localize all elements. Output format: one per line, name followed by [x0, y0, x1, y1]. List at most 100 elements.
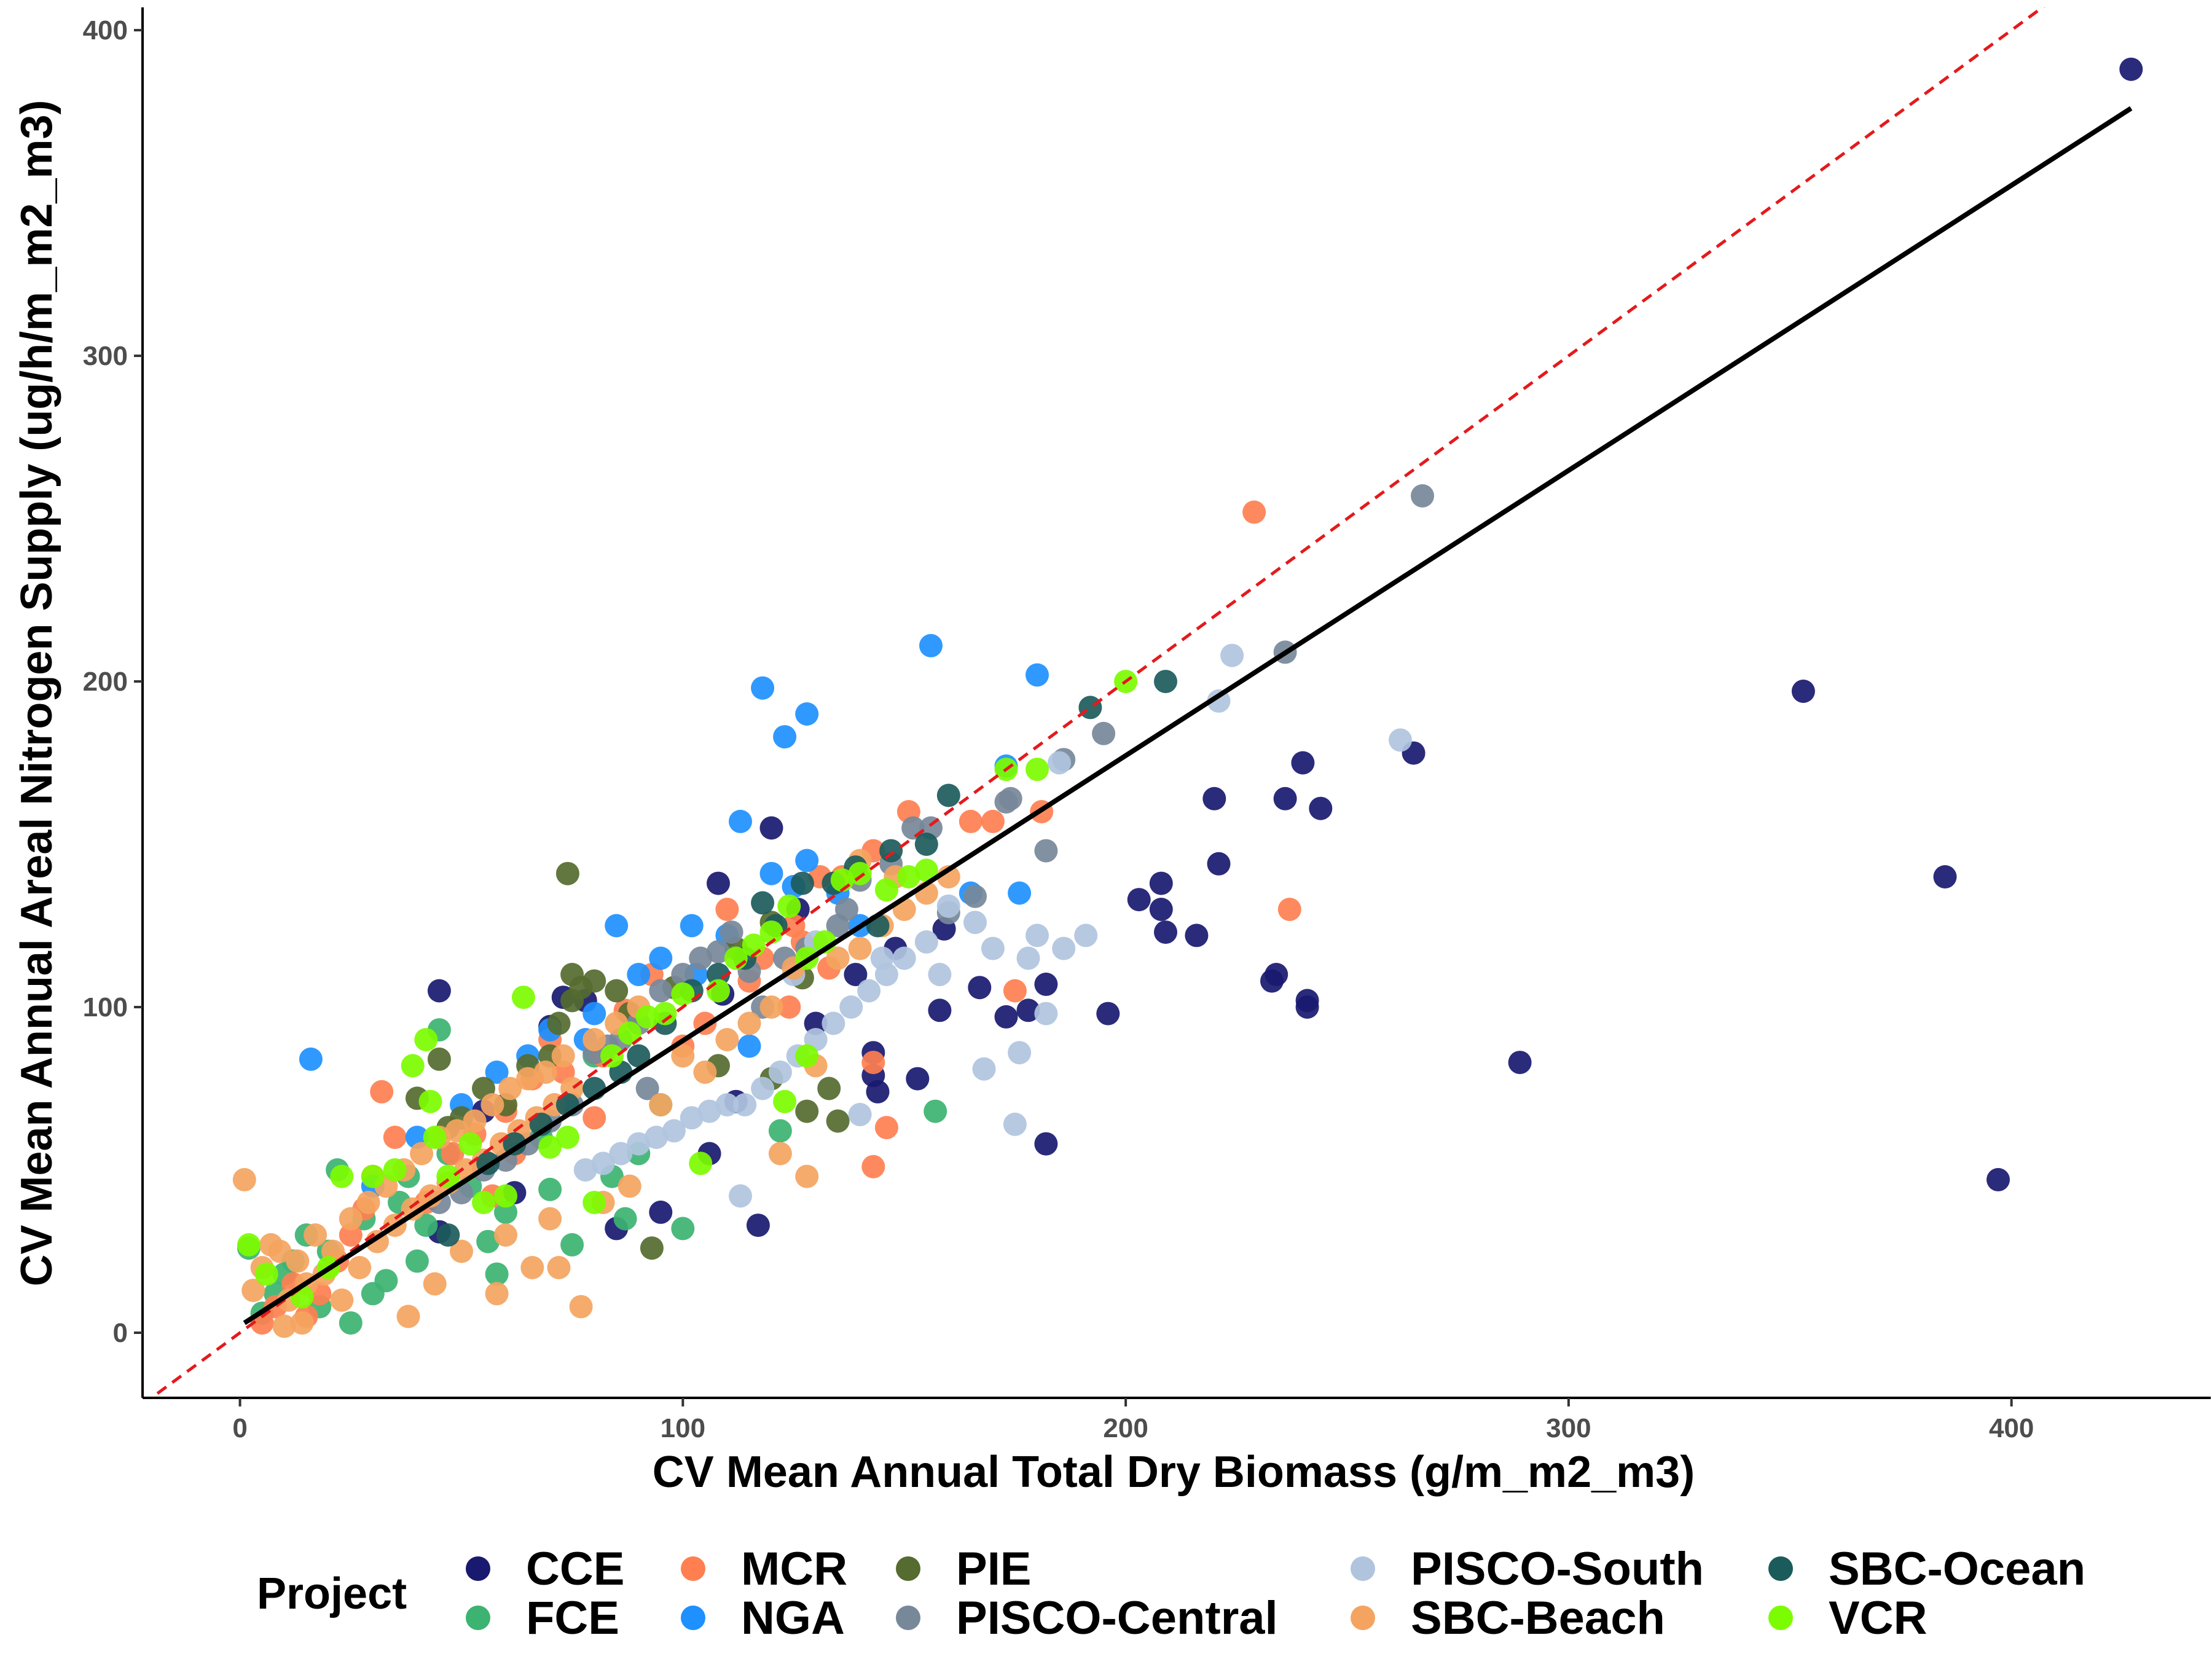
y-tick-label: 400 — [83, 15, 128, 45]
data-point — [844, 963, 868, 986]
data-point — [1026, 924, 1049, 947]
data-point — [653, 1002, 677, 1026]
legend-label: PISCO-Central — [956, 1592, 1278, 1644]
data-point — [729, 1184, 752, 1208]
data-point — [680, 914, 704, 938]
data-point — [605, 979, 629, 1003]
data-point — [707, 871, 730, 895]
data-point — [605, 914, 629, 938]
data-point — [914, 858, 938, 882]
data-point — [2119, 57, 2143, 81]
data-point — [627, 1044, 651, 1068]
data-point — [919, 633, 943, 657]
data-point — [613, 1207, 637, 1231]
data-point — [693, 1061, 717, 1084]
data-point — [560, 1233, 584, 1257]
data-point — [339, 1311, 363, 1335]
data-point — [848, 1102, 872, 1126]
data-point — [795, 1164, 819, 1188]
data-point — [1149, 871, 1173, 895]
data-point — [423, 1272, 447, 1296]
data-point — [751, 891, 775, 915]
data-point — [870, 946, 894, 970]
data-point — [906, 1067, 930, 1091]
data-point — [361, 1164, 385, 1188]
data-point — [680, 1106, 704, 1130]
data-point — [1291, 751, 1315, 775]
data-point — [737, 1011, 761, 1035]
data-point — [896, 865, 920, 888]
data-point — [981, 809, 1005, 833]
data-point — [383, 1126, 407, 1149]
data-point — [866, 1080, 890, 1104]
legend-item-nga: NGA — [681, 1592, 845, 1644]
data-point — [555, 861, 579, 885]
data-point — [498, 1077, 522, 1100]
data-point — [503, 1132, 527, 1156]
plot-area — [149, 7, 2143, 1398]
data-point — [458, 1132, 482, 1156]
data-point — [1026, 758, 1049, 782]
legend-item-cce: CCE — [466, 1543, 624, 1595]
data-point — [286, 1249, 310, 1273]
data-point — [494, 1200, 517, 1224]
data-point — [874, 1116, 898, 1140]
legend-label: SBC-Ocean — [1829, 1543, 2085, 1595]
data-point — [427, 1047, 451, 1071]
data-point — [1034, 839, 1058, 863]
data-point — [555, 1126, 579, 1149]
data-point — [839, 995, 863, 1019]
data-point — [777, 995, 801, 1019]
data-point — [635, 1077, 659, 1100]
data-point — [573, 1158, 597, 1182]
data-point — [715, 1093, 739, 1116]
data-point — [635, 1005, 659, 1029]
data-point — [268, 1239, 292, 1263]
data-point — [662, 1119, 686, 1143]
data-point — [826, 946, 850, 970]
data-point — [795, 1099, 819, 1123]
data-point — [826, 1109, 850, 1133]
data-point — [963, 911, 987, 935]
data-point — [759, 920, 783, 944]
legend-label: CCE — [526, 1543, 624, 1595]
data-point — [330, 1164, 354, 1188]
data-point — [1154, 920, 1177, 944]
data-point — [485, 1061, 509, 1084]
data-point — [737, 1034, 761, 1058]
data-point — [1273, 786, 1297, 810]
data-point — [485, 1262, 509, 1286]
data-point — [1508, 1051, 1532, 1075]
data-point — [330, 1288, 354, 1312]
legend-swatch — [681, 1606, 705, 1630]
data-point — [707, 979, 730, 1003]
data-point — [237, 1233, 261, 1257]
data-point — [1185, 924, 1209, 947]
data-point — [423, 1126, 447, 1149]
x-tick-label: 200 — [1103, 1413, 1148, 1443]
data-point — [374, 1269, 398, 1293]
data-point — [476, 1230, 500, 1253]
x-axis-title: CV Mean Annual Total Dry Biomass (g/m_m2… — [653, 1448, 1695, 1497]
data-point — [547, 1011, 571, 1035]
data-point — [609, 1142, 633, 1166]
legend-swatch — [1768, 1556, 1793, 1581]
legend-label: FCE — [526, 1592, 619, 1644]
data-point — [848, 861, 872, 885]
data-point — [427, 979, 451, 1003]
data-point — [768, 1061, 792, 1084]
legend-swatch — [1768, 1606, 1793, 1630]
data-point — [1096, 1002, 1120, 1026]
data-point — [538, 1177, 562, 1201]
data-point — [241, 1279, 265, 1303]
legend-item-mcr: MCR — [681, 1543, 847, 1595]
data-point — [538, 1207, 562, 1231]
data-point — [1933, 865, 1957, 888]
data-point — [649, 1093, 673, 1116]
legend-item-pisco-central: PISCO-Central — [896, 1592, 1278, 1644]
data-point — [963, 884, 987, 908]
data-point — [1008, 1041, 1032, 1065]
series-cce — [427, 57, 2143, 1244]
legend-item-pisco-south: PISCO-South — [1351, 1543, 1704, 1595]
data-point — [729, 809, 752, 833]
